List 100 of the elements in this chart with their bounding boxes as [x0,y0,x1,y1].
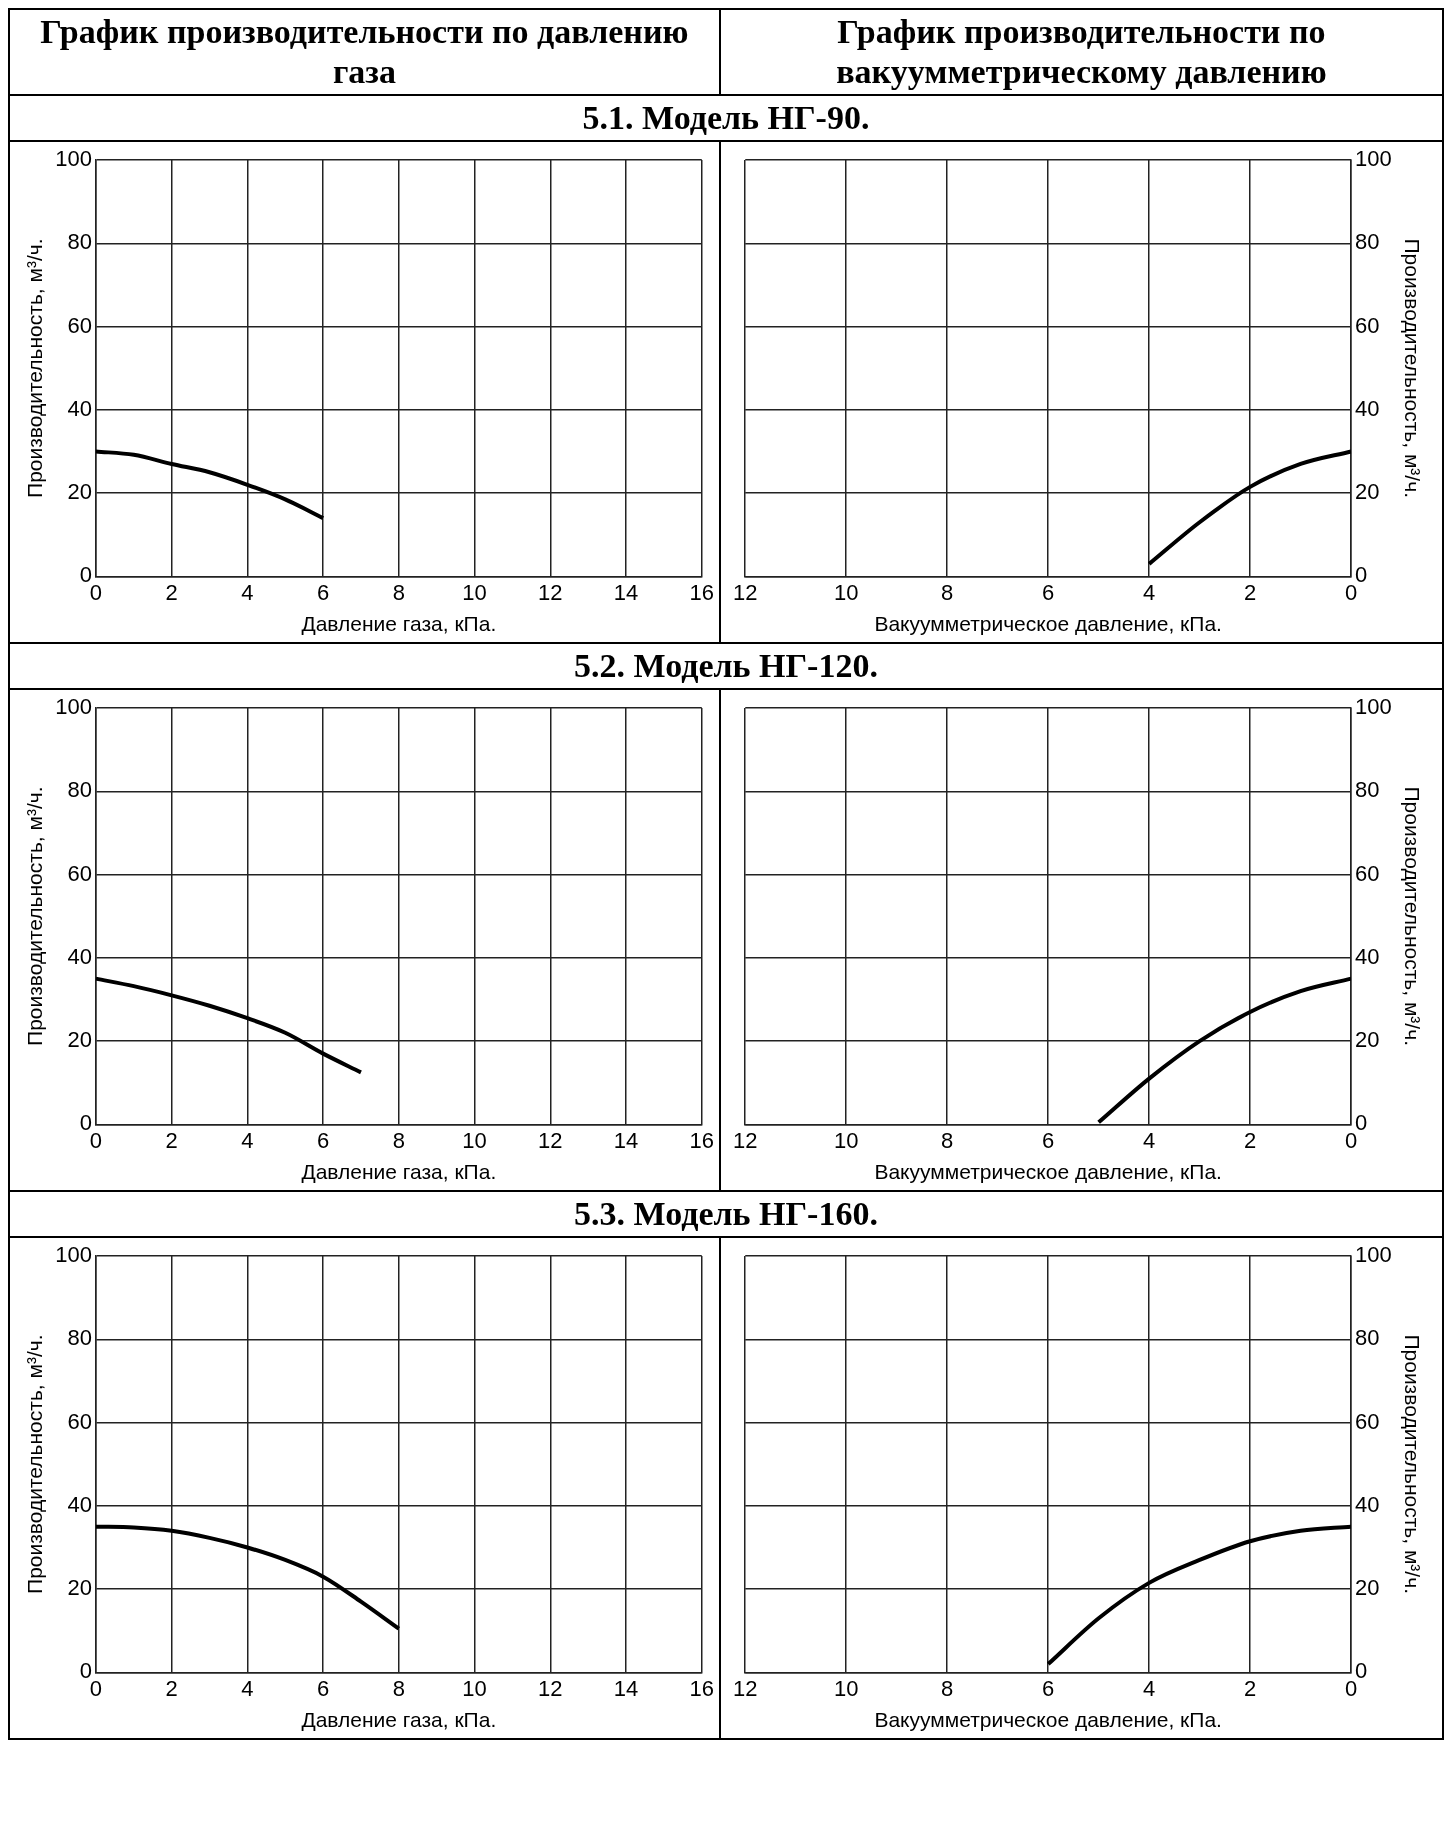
y2-tick-label: 20 [1354,1575,1380,1601]
x-tick-label: 10 [833,1675,859,1701]
y-tick-label: 20 [67,1027,92,1053]
y2-tick-label: 20 [1354,479,1380,505]
y2-tick-label: 40 [1354,395,1380,421]
y2-tick-label: 80 [1354,229,1380,255]
y-tick-label: 60 [67,312,92,338]
x-tick-label: 14 [613,1127,639,1153]
x-tick-label: 4 [1142,1675,1156,1701]
x-tick-label: 2 [165,579,178,605]
x-tick-label: 6 [1041,579,1055,605]
y2-tick-label: 100 [1354,1242,1392,1268]
x-tick-label: 4 [241,1127,254,1153]
x-tick-label: 16 [689,579,715,605]
x-tick-label: 8 [940,579,954,605]
y2-tick-label: 80 [1354,777,1380,803]
line-series [1147,449,1351,566]
x-tick-label: 16 [689,1127,715,1153]
chart-title: 5.2. Модель НГ-120. [9,643,1443,689]
line-series [95,449,326,521]
x-axis-title: Давление газа, кПа. [301,612,497,636]
y-tick-label: 60 [67,1408,92,1434]
chart-subtitle: График производительности по давлению газа [9,9,720,95]
y-tick-label: 100 [55,694,92,720]
x-tick-label: 8 [940,1127,954,1153]
y2-axis-title: Производительность, м³/ч. [1400,1334,1424,1594]
x-tick-label: 2 [1243,1127,1257,1153]
x-axis-title: Вакуумметрическое давление, кПа. [874,612,1222,636]
y-axis-title: Производительность, м³/ч. [23,1334,47,1594]
line-series [95,976,363,1075]
x-tick-label: 8 [392,579,405,605]
x-tick-label: 4 [241,1675,254,1701]
x-tick-label: 4 [1142,1127,1156,1153]
x-axis-title: Вакуумметрическое давление, кПа. [874,1708,1222,1732]
line-series [1046,1524,1351,1667]
x-axis-title: Давление газа, кПа. [301,1708,497,1732]
y2-tick-label: 100 [1354,146,1392,172]
x-tick-label: 0 [1344,1675,1358,1701]
line-series [1096,976,1351,1125]
y-tick-label: 0 [79,1110,92,1136]
x-tick-label: 6 [316,1675,330,1701]
x-tick-label: 16 [689,1675,715,1701]
x-tick-label: 10 [833,579,859,605]
y-axis-title: Производительность, м³/ч. [23,786,47,1046]
y2-axis-title: Производительность, м³/ч. [1400,786,1424,1046]
x-tick-label: 6 [316,579,330,605]
y2-tick-label: 100 [1354,694,1392,720]
chart-subtitle: График производительности по вакуумметрическому давлению [719,9,1443,95]
x-tick-label: 0 [1344,579,1358,605]
y2-axis-title: Производительность, м³/ч. [1400,238,1424,498]
y-tick-label: 40 [67,1491,92,1517]
x-tick-label: 10 [462,1127,487,1153]
y2-tick-label: 40 [1354,1491,1380,1517]
y-tick-label: 80 [67,1325,92,1351]
x-tick-label: 2 [1243,1675,1257,1701]
y-axis-title: Производительность, м³/ч. [23,238,47,498]
x-tick-label: 6 [1041,1675,1055,1701]
x-tick-label: 0 [1344,1127,1358,1153]
y-tick-label: 0 [79,1658,92,1684]
line-series [95,1524,401,1631]
x-tick-label: 10 [462,1675,487,1701]
chart-title: 5.1. Модель НГ-90. [9,95,1443,141]
x-tick-label: 8 [940,1675,954,1701]
x-tick-label: 8 [392,1127,405,1153]
y-tick-label: 60 [67,860,92,886]
x-tick-label: 14 [613,1675,639,1701]
chart-title: 5.3. Модель НГ-160. [9,1191,1443,1237]
y-tick-label: 100 [55,1242,92,1268]
x-axis-title: Вакуумметрическое давление, кПа. [874,1160,1222,1184]
x-axis-title: Давление газа, кПа. [301,1160,497,1184]
x-tick-label: 12 [732,1127,758,1153]
y-tick-label: 20 [67,479,92,505]
y-tick-label: 80 [67,777,92,803]
y-tick-label: 80 [67,229,92,255]
y2-tick-label: 20 [1354,1027,1380,1053]
x-tick-label: 10 [833,1127,859,1153]
y2-tick-label: 40 [1354,943,1380,969]
y-tick-label: 40 [67,395,92,421]
x-tick-label: 4 [241,579,254,605]
y2-tick-label: 60 [1354,860,1380,886]
x-tick-label: 12 [538,579,563,605]
y-tick-label: 100 [55,146,92,172]
x-tick-label: 6 [316,1127,330,1153]
x-tick-label: 2 [1243,579,1257,605]
x-tick-label: 4 [1142,579,1156,605]
y2-tick-label: 60 [1354,312,1380,338]
y-tick-label: 0 [79,562,92,588]
y2-tick-label: 80 [1354,1325,1380,1351]
y2-tick-label: 60 [1354,1408,1380,1434]
x-tick-label: 12 [732,579,758,605]
x-tick-label: 12 [538,1675,563,1701]
x-tick-label: 10 [462,579,487,605]
y-tick-label: 40 [67,943,92,969]
x-tick-label: 8 [392,1675,405,1701]
y-tick-label: 20 [67,1575,92,1601]
x-tick-label: 12 [538,1127,563,1153]
x-tick-label: 6 [1041,1127,1055,1153]
x-tick-label: 2 [165,1127,178,1153]
x-tick-label: 12 [732,1675,758,1701]
x-tick-label: 14 [613,579,639,605]
